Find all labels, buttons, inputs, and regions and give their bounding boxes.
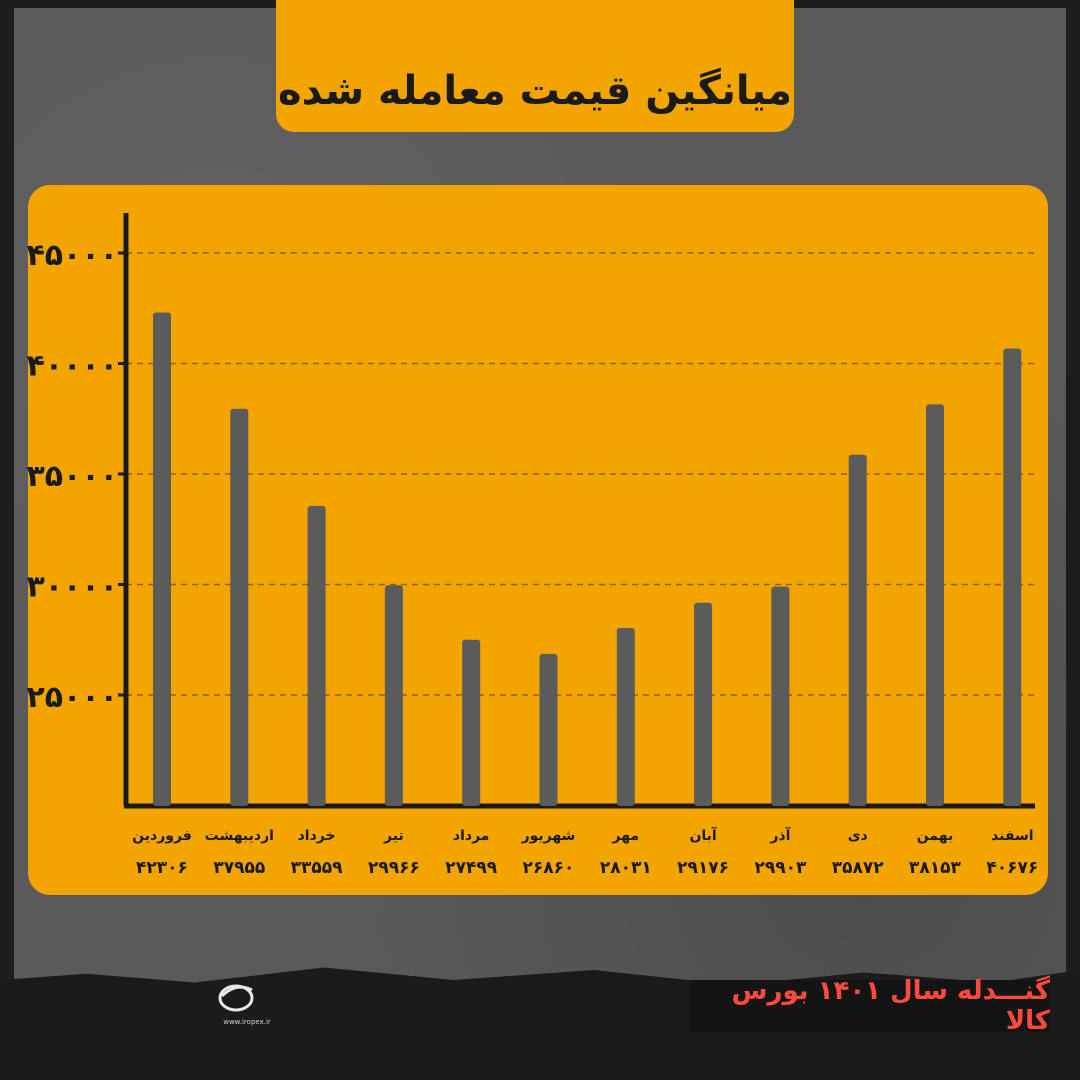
y-tick-label: ۴۵۰۰۰ xyxy=(26,238,118,273)
chart-title: میانگین قیمت معامله شده xyxy=(278,68,792,114)
bar xyxy=(848,454,867,806)
frame-right xyxy=(1066,0,1080,1080)
bar xyxy=(462,639,481,806)
category-label: بهمن xyxy=(917,828,953,844)
logo xyxy=(212,978,282,1028)
value-label: ۳۷۹۵۵ xyxy=(213,858,265,878)
bar xyxy=(771,586,790,806)
category-label: اسفند xyxy=(991,828,1033,844)
frame-left xyxy=(0,0,14,1080)
category-label: مهر xyxy=(611,828,639,844)
bar xyxy=(539,653,558,806)
y-tick-label: ۳۵۰۰۰ xyxy=(26,459,118,494)
category-label: آبان xyxy=(689,826,717,844)
value-label: ۳۸۱۵۳ xyxy=(909,858,962,878)
logo-url: www.iropex.ir xyxy=(223,1018,271,1026)
value-label: ۲۸۰۳۱ xyxy=(600,858,652,878)
category-label: فروردین xyxy=(132,828,192,844)
category-label: خرداد xyxy=(298,828,336,844)
category-label: تیر xyxy=(383,828,404,844)
category-label: اردیبهشت xyxy=(205,828,274,844)
value-label: ۳۵۸۷۲ xyxy=(832,858,885,878)
value-label: ۲۷۴۹۹ xyxy=(445,858,498,878)
value-label: ۲۹۹۰۳ xyxy=(754,858,807,878)
chart-card xyxy=(28,185,1048,895)
value-label: ۴۲۳۰۶ xyxy=(136,858,188,878)
bar xyxy=(694,602,713,806)
value-label: ۲۹۱۷۶ xyxy=(677,858,729,878)
y-tick-label: ۴۰۰۰۰ xyxy=(26,349,118,384)
category-label: مرداد xyxy=(453,828,490,844)
bar xyxy=(384,585,403,806)
category-label: آذر xyxy=(769,826,791,844)
title-box: میانگین قیمت معامله شده xyxy=(276,0,794,132)
category-label: شهریور xyxy=(521,828,576,844)
bar xyxy=(153,312,171,806)
bar xyxy=(230,408,249,806)
bar xyxy=(1003,348,1022,806)
footer-text: گنـــدله سال ۱۴۰۱ بورس کالا xyxy=(731,976,1050,1036)
bar xyxy=(926,404,944,806)
value-label: ۲۹۹۶۶ xyxy=(368,858,420,878)
footer-label: گنـــدله سال ۱۴۰۱ بورس کالا xyxy=(690,976,1050,1036)
value-label: ۲۶۸۶۰ xyxy=(523,858,575,878)
logo-icon xyxy=(218,984,254,1012)
value-label: ۳۳۵۵۹ xyxy=(291,858,344,878)
y-tick-label: ۲۵۰۰۰ xyxy=(26,680,118,715)
y-tick-label: ۳۰۰۰۰ xyxy=(26,570,118,605)
value-label: ۴۰۶۷۶ xyxy=(986,858,1038,878)
category-label: دی xyxy=(848,828,868,844)
bar xyxy=(307,505,326,806)
bar xyxy=(616,628,635,806)
